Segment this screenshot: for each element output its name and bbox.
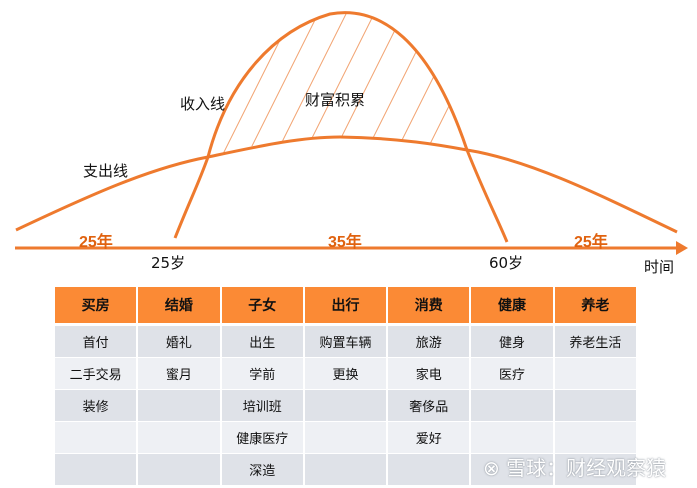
header-children: 子女: [219, 287, 305, 326]
table-cell: 出生: [219, 324, 305, 358]
life-cycle-chart: [15, 11, 688, 255]
table-header-row: 买房 结婚 子女 出行 消费 健康 养老: [52, 287, 639, 326]
table-cell: 二手交易: [52, 357, 139, 390]
table-cell: [302, 389, 389, 422]
expense-line-label: 支出线: [83, 162, 129, 180]
axis-arrow-icon: [676, 241, 688, 255]
watermark: ⊗ 雪球：财经观察猿: [483, 452, 666, 481]
snowball-logo-icon: ⊗: [483, 456, 500, 480]
duration-label-first: 25年: [79, 234, 113, 251]
table-cell: [469, 389, 555, 422]
table-cell: [469, 453, 555, 486]
header-health: 健康: [469, 287, 555, 326]
table-cell: 家电: [386, 357, 472, 390]
table-cell: [136, 453, 222, 486]
table-cell: [302, 453, 389, 486]
table-cell: 婚礼: [136, 324, 222, 358]
table-cell: [136, 421, 222, 454]
table-cell: [552, 453, 639, 486]
table-row: 健康医疗 爱好: [52, 421, 639, 454]
table-row: 深造: [52, 453, 639, 486]
table-cell: [552, 389, 639, 422]
table-cell: [552, 421, 639, 454]
table-cell: [552, 357, 639, 390]
header-travel: 出行: [302, 287, 389, 326]
income-line-label: 收入线: [180, 95, 226, 113]
duration-label-middle: 35年: [328, 234, 362, 251]
life-expenses-table: 买房 结婚 子女 出行 消费 健康 养老 首付 婚礼 出生 购置车辆 旅游 健身…: [52, 287, 639, 486]
table-cell: 养老生活: [552, 324, 639, 358]
wealth-accumulation-label: 财富积累: [305, 91, 366, 109]
age-25-label: 25岁: [151, 254, 186, 272]
table-cell: 培训班: [219, 389, 305, 422]
table-cell: 医疗: [469, 357, 555, 390]
expense-curve: [15, 135, 678, 234]
table-cell: [469, 421, 555, 454]
table-cell: 爱好: [386, 421, 472, 454]
header-consumption: 消费: [386, 287, 472, 326]
table-cell: 健康医疗: [219, 421, 305, 454]
age-60-label: 60岁: [489, 254, 524, 272]
table-row: 装修 培训班 奢侈品: [52, 389, 639, 422]
table-cell: 购置车辆: [302, 324, 389, 358]
table-cell: 奢侈品: [386, 389, 472, 422]
table-cell: [386, 453, 472, 486]
table-cell: 首付: [52, 324, 139, 358]
table-row: 二手交易 蜜月 学前 更换 家电 医疗: [52, 357, 639, 390]
table-cell: [302, 421, 389, 454]
table-cell: [52, 421, 139, 454]
table-cell: 装修: [52, 389, 139, 422]
table-cell: 旅游: [386, 324, 472, 358]
table-cell: 蜜月: [136, 357, 222, 390]
table-cell: 学前: [219, 357, 305, 390]
header-retirement: 养老: [552, 287, 639, 326]
table-row: 首付 婚礼 出生 购置车辆 旅游 健身 养老生活: [52, 324, 639, 358]
table-cell: 更换: [302, 357, 389, 390]
table-cell: 深造: [219, 453, 305, 486]
table-cell: [136, 389, 222, 422]
table-cell: [52, 453, 139, 486]
income-curve: [173, 11, 509, 243]
watermark-text: 雪球：财经观察猿: [506, 456, 667, 480]
duration-label-last: 25年: [574, 234, 608, 251]
header-marriage: 结婚: [136, 287, 222, 326]
table-cell: 健身: [469, 324, 555, 358]
time-axis-label: 时间: [644, 258, 675, 276]
header-housing: 买房: [52, 287, 139, 326]
